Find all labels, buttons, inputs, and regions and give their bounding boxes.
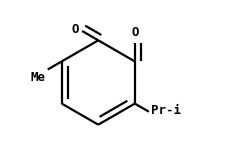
Text: O: O xyxy=(131,26,139,39)
Text: Me: Me xyxy=(30,71,45,84)
Text: Pr-i: Pr-i xyxy=(151,104,181,117)
Text: O: O xyxy=(71,23,79,36)
